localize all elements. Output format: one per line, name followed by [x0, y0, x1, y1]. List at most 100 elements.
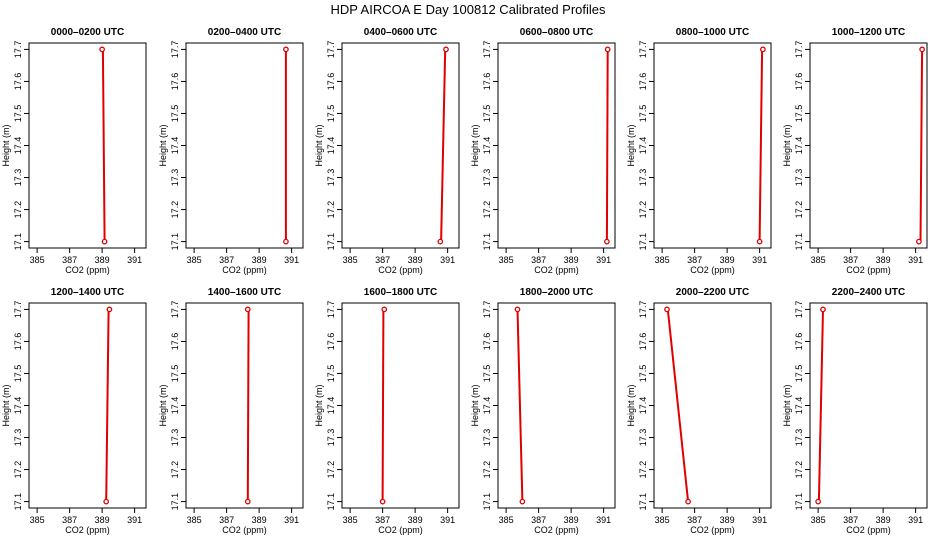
profile-panel: 2200–2400 UTC 385 387 389 391 17.1 17.2 17.3 17.…: [782, 287, 928, 535]
x-tick-label: 387: [687, 255, 702, 265]
x-tick-label: 389: [408, 255, 423, 265]
y-tick-label: 17.6: [170, 73, 180, 91]
y-tick-label: 17.7: [482, 41, 492, 59]
y-axis-label: Height (m): [782, 384, 792, 426]
x-tick-label: 385: [811, 255, 826, 265]
x-tick-label: 391: [908, 515, 923, 525]
y-tick-label: 17.7: [794, 301, 804, 319]
profile-line: [516, 309, 524, 502]
y-tick-label: 17.6: [794, 73, 804, 91]
y-tick-label: 17.7: [13, 301, 23, 319]
x-tick-label: 389: [408, 515, 423, 525]
profile-line: [758, 49, 764, 242]
profile-panel: 0600–0800 UTC 385 387 389 391 17.1 17.2 17.3 17.…: [470, 27, 616, 275]
y-tick-label: 17.7: [13, 41, 23, 59]
y-tick-label: 17.5: [638, 365, 648, 383]
profile-line: [666, 309, 690, 502]
x-axis-label: CO2 (ppm): [690, 525, 735, 535]
x-tick-label: 391: [752, 515, 767, 525]
x-tick-label: 385: [655, 515, 670, 525]
y-tick-label: 17.2: [326, 461, 336, 479]
plot-frame: [809, 42, 928, 249]
x-tick-label: 387: [62, 515, 77, 525]
x-tick-label: 391: [127, 515, 142, 525]
y-tick-label: 17.7: [326, 41, 336, 59]
panel-title: 0200–0400 UTC: [208, 27, 281, 38]
y-tick-label: 17.3: [170, 429, 180, 447]
y-tick-label: 17.1: [638, 233, 648, 251]
profile-point: [381, 306, 388, 313]
y-tick-label: 17.1: [13, 233, 23, 251]
x-tick-label: 385: [30, 515, 45, 525]
profile-line: [101, 49, 106, 242]
profile-point: [244, 498, 251, 505]
x-tick-label: 385: [187, 255, 202, 265]
x-tick-label: 389: [876, 255, 891, 265]
y-tick-label: 17.3: [794, 169, 804, 187]
profile-point: [815, 498, 821, 505]
x-axis-label: CO2 (ppm): [846, 525, 891, 535]
y-axis-label: Height (m): [1, 124, 11, 166]
y-tick-label: 17.6: [638, 73, 648, 91]
x-axis-label: CO2 (ppm): [690, 265, 735, 275]
plot-frame: [341, 302, 460, 509]
y-tick-label: 17.5: [638, 105, 648, 123]
x-tick-label: 391: [596, 255, 611, 265]
x-tick-label: 389: [564, 255, 579, 265]
y-tick-label: 17.2: [13, 201, 23, 219]
y-axis-label: Height (m): [626, 124, 636, 166]
y-tick-label: 17.1: [326, 493, 336, 511]
x-tick-label: 385: [30, 255, 45, 265]
x-tick-label: 389: [876, 515, 891, 525]
y-tick-label: 17.1: [794, 493, 804, 511]
y-tick-label: 17.1: [326, 233, 336, 251]
y-tick-label: 17.2: [170, 201, 180, 219]
y-tick-label: 17.1: [638, 493, 648, 511]
y-tick-label: 17.2: [482, 201, 492, 219]
panel-title: 1200–1400 UTC: [51, 287, 124, 298]
profile-line: [246, 309, 250, 502]
x-axis-label: CO2 (ppm): [222, 525, 267, 535]
y-tick-label: 17.5: [13, 365, 23, 383]
y-tick-label: 17.3: [638, 429, 648, 447]
profile-point: [664, 306, 670, 313]
y-tick-label: 17.4: [170, 137, 180, 155]
panel-title: 0400–0600 UTC: [364, 27, 437, 38]
x-axis-label: CO2 (ppm): [378, 265, 423, 275]
x-tick-label: 389: [95, 255, 110, 265]
panel-title: 1400–1600 UTC: [208, 287, 281, 298]
y-tick-label: 17.6: [326, 333, 336, 351]
y-tick-label: 17.4: [326, 137, 336, 155]
x-axis-label: CO2 (ppm): [534, 525, 579, 535]
profile-point: [685, 498, 691, 505]
x-tick-label: 389: [720, 255, 735, 265]
plot-frame: [497, 42, 616, 249]
x-tick-label: 385: [343, 515, 358, 525]
x-tick-label: 391: [908, 255, 923, 265]
plot-frame: [28, 42, 147, 249]
y-tick-label: 17.2: [482, 461, 492, 479]
y-tick-label: 17.4: [638, 397, 648, 415]
y-axis-label: Height (m): [158, 384, 168, 426]
x-tick-label: 391: [440, 515, 455, 525]
x-tick-label: 391: [752, 255, 767, 265]
profile-point: [604, 46, 611, 53]
profile-panel: 2000–2200 UTC 385 387 389 391 17.1 17.2 17.3 17.…: [626, 287, 772, 535]
x-axis-label: CO2 (ppm): [65, 525, 110, 535]
x-tick-label: 387: [375, 515, 390, 525]
y-axis-label: Height (m): [782, 124, 792, 166]
y-tick-label: 17.7: [482, 301, 492, 319]
profile-line: [605, 49, 609, 242]
profile-point: [519, 498, 526, 505]
y-tick-label: 17.4: [482, 397, 492, 415]
y-tick-label: 17.7: [326, 301, 336, 319]
profile-line: [817, 309, 824, 502]
x-tick-label: 389: [252, 515, 267, 525]
y-tick-label: 17.5: [482, 105, 492, 123]
panel-title: 2200–2400 UTC: [832, 287, 905, 298]
y-tick-label: 17.7: [170, 41, 180, 59]
x-axis-label: CO2 (ppm): [846, 265, 891, 275]
y-tick-label: 17.4: [13, 397, 23, 415]
x-tick-label: 385: [343, 255, 358, 265]
